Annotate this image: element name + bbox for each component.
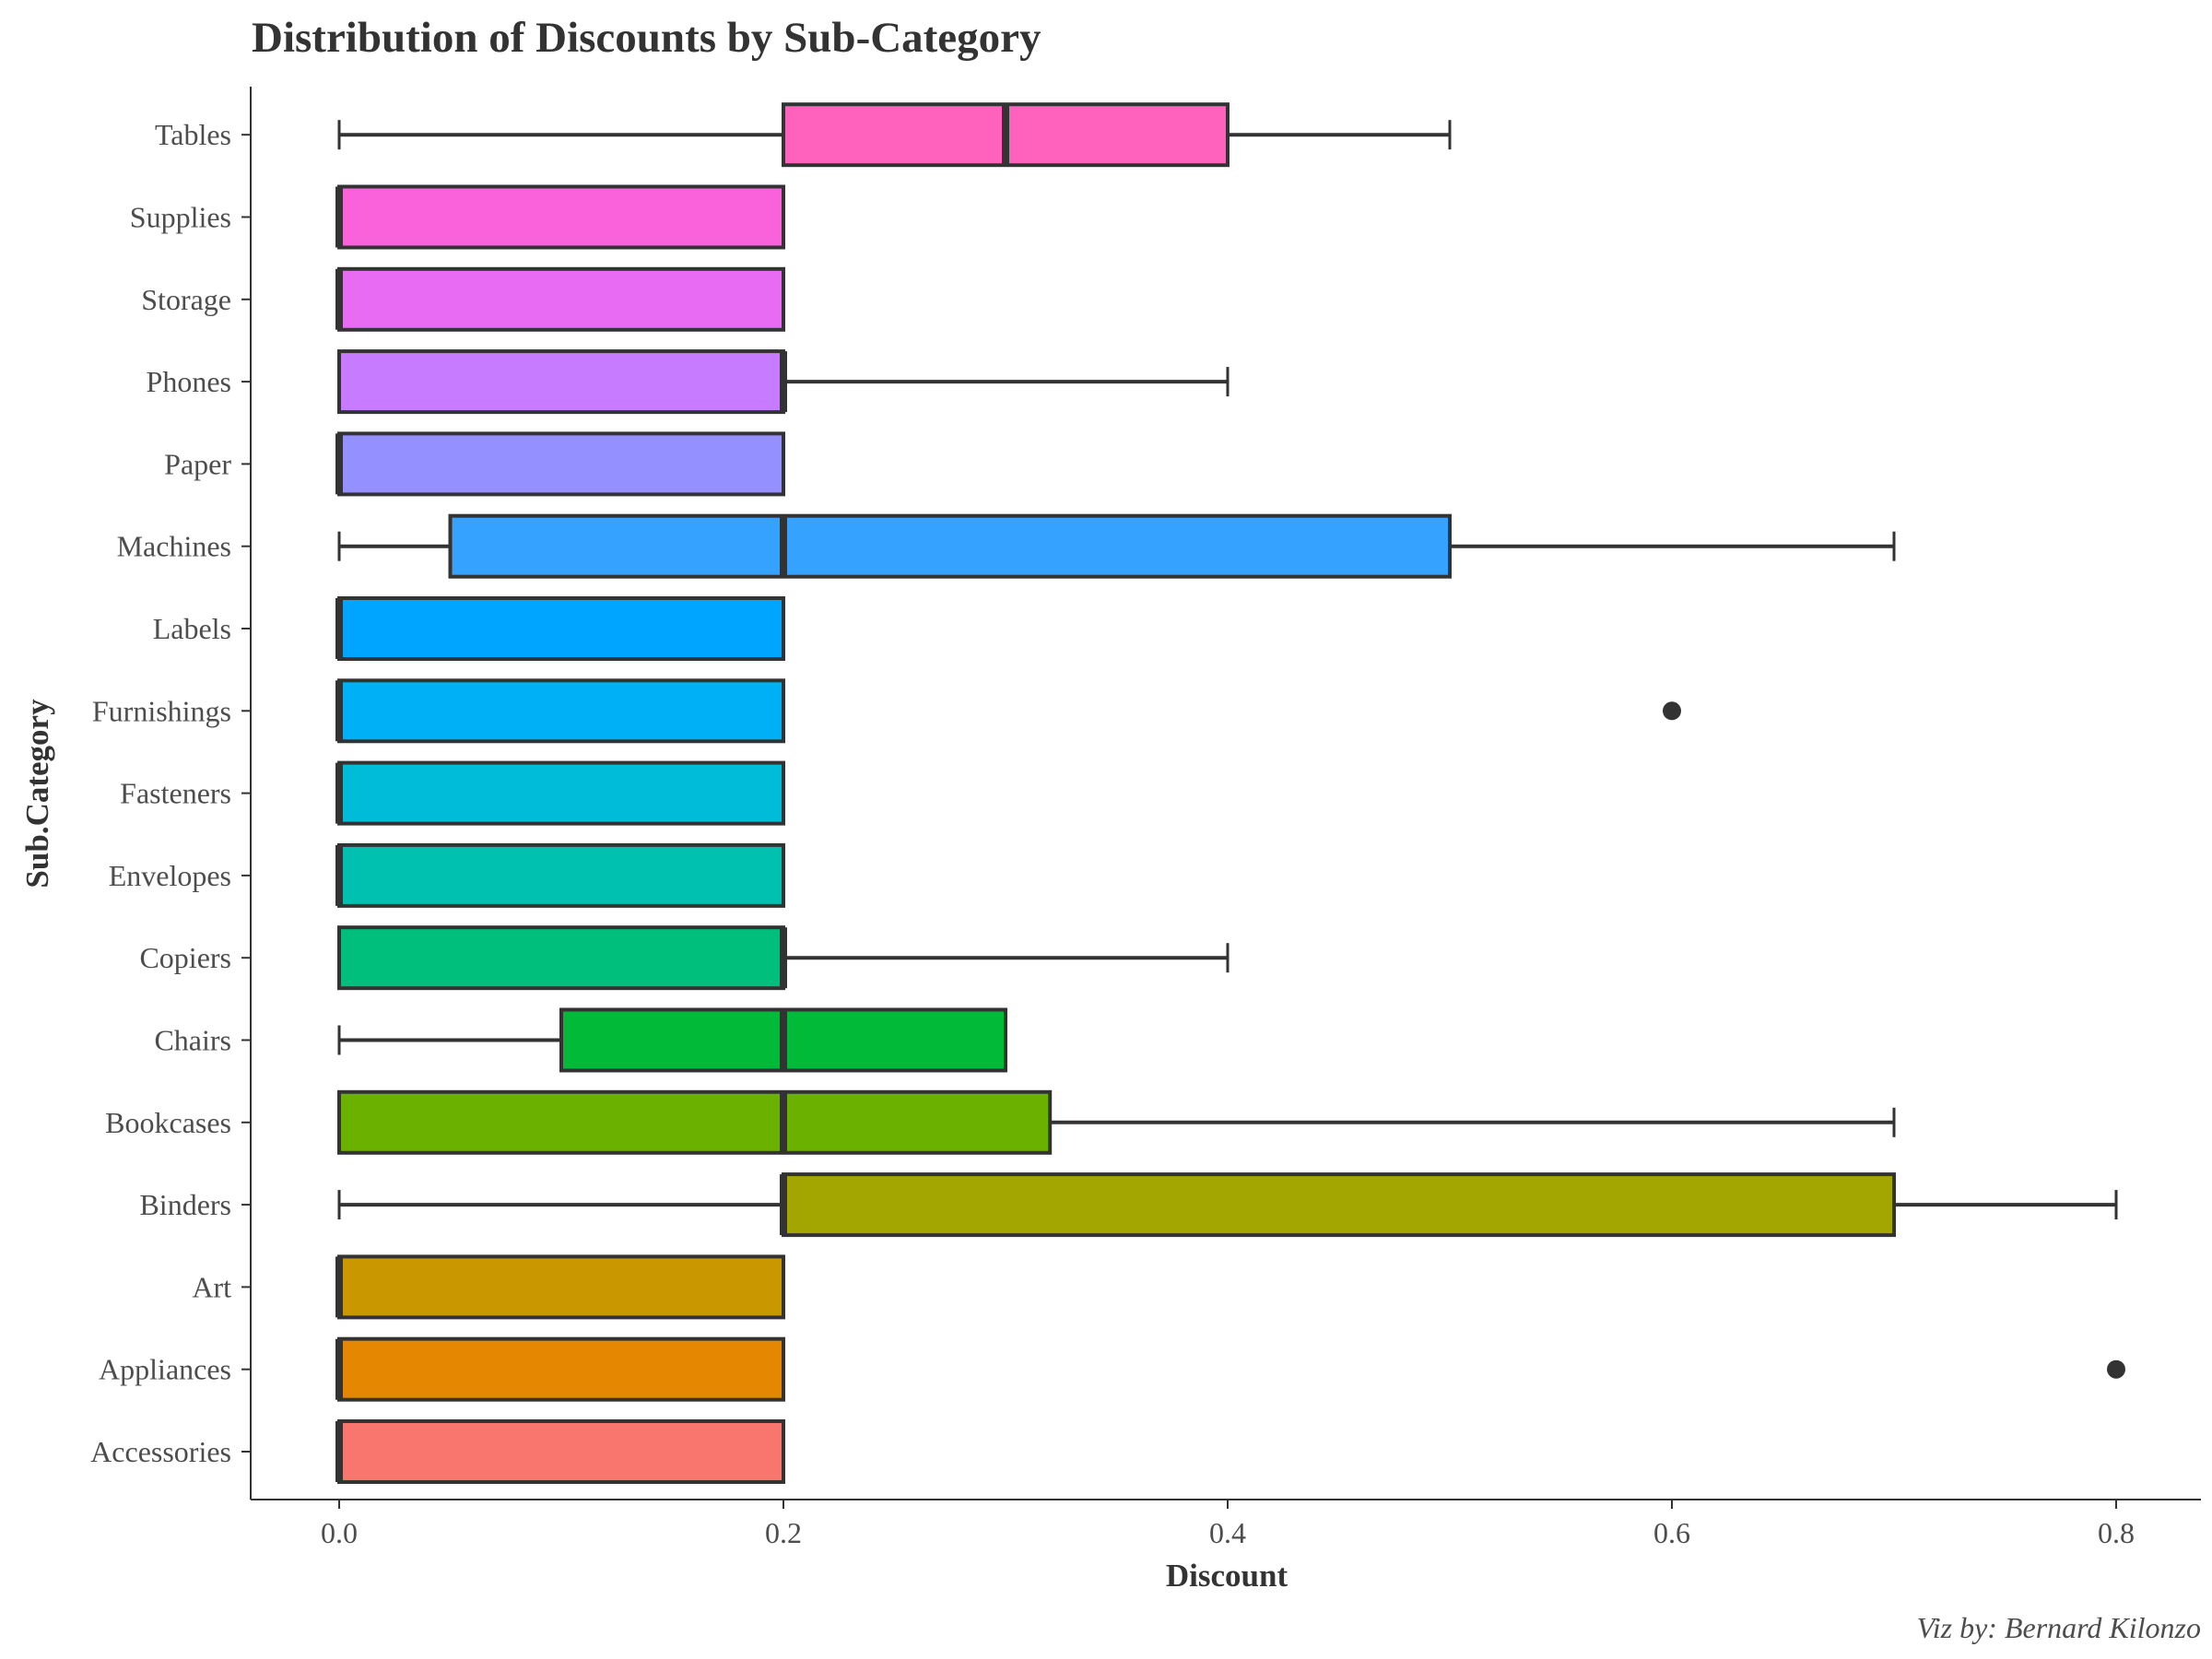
y-tick-label-machines: Machines [117, 530, 231, 563]
box-group-storage [335, 266, 785, 332]
box-furnishings [337, 678, 785, 744]
y-tick-label-phones: Phones [147, 365, 231, 398]
outlier-appliances-0 [2107, 1359, 2125, 1379]
y-axis-title: Sub.Category [19, 699, 55, 888]
box-appliances [337, 1336, 785, 1402]
box-group-machines [337, 513, 1896, 579]
box-phones [337, 349, 785, 415]
box-group-tables [337, 102, 1452, 168]
box-fasteners [337, 760, 785, 826]
box-group-labels [335, 596, 785, 661]
box-group-binders [337, 1172, 2118, 1238]
boxes-layer [335, 102, 2125, 1484]
box-accessories [337, 1419, 785, 1484]
box-group-phones [337, 349, 1230, 415]
x-tick-label-0: 0.0 [321, 1516, 358, 1549]
box-supplies [337, 184, 785, 250]
box-group-supplies [335, 184, 785, 250]
box-group-chairs [337, 1007, 1007, 1073]
box-group-bookcases [337, 1089, 1896, 1155]
box-art [337, 1254, 785, 1320]
y-tick-label-bookcases: Bookcases [105, 1106, 231, 1139]
y-tick-label-chairs: Chairs [154, 1024, 231, 1057]
box-group-envelopes [335, 842, 785, 908]
box-group-appliances [335, 1336, 2125, 1402]
x-tick-label-3: 0.6 [1653, 1516, 1690, 1549]
box-labels [337, 596, 785, 661]
x-tick-label-1: 0.2 [765, 1516, 802, 1549]
box-copiers [337, 925, 785, 991]
box-binders [782, 1172, 1896, 1238]
y-tick-label-supplies: Supplies [130, 201, 231, 234]
y-tick-label-accessories: Accessories [90, 1435, 231, 1468]
box-bookcases [337, 1089, 1053, 1155]
x-tick-layer: 0.0 0.2 0.4 0.6 0.8 [321, 1500, 2135, 1549]
y-tick-label-labels: Labels [153, 612, 231, 645]
outlier-furnishings-0 [1663, 701, 1681, 721]
box-machines [448, 513, 1452, 579]
box-storage [337, 266, 785, 332]
y-tick-label-copiers: Copiers [139, 941, 231, 974]
x-tick-label-2: 0.4 [1209, 1516, 1246, 1549]
y-tick-label-binders: Binders [139, 1188, 231, 1221]
y-tick-label-paper: Paper [164, 447, 231, 480]
box-group-art [335, 1254, 785, 1320]
box-group-accessories [335, 1419, 785, 1484]
x-tick-label-4: 0.8 [2098, 1516, 2135, 1549]
box-group-furnishings [335, 678, 1681, 744]
box-paper [337, 431, 785, 497]
y-tick-label-storage: Storage [141, 283, 231, 316]
x-axis-title: Discount [1166, 1558, 1288, 1594]
y-tick-label-fasteners: Fasteners [120, 777, 231, 810]
y-tick-layer: Accessories Appliances Art Binders Bookcases… [90, 118, 251, 1468]
y-tick-label-furnishings: Furnishings [92, 694, 231, 727]
caption: Viz by: Bernard Kilonzo [1917, 1611, 2201, 1644]
chart-title: Distribution of Discounts by Sub-Categor… [252, 14, 1041, 62]
box-envelopes [337, 842, 785, 908]
y-tick-label-art: Art [192, 1270, 231, 1303]
y-tick-label-appliances: Appliances [99, 1353, 231, 1386]
y-tick-label-envelopes: Envelopes [109, 859, 231, 892]
box-group-paper [335, 431, 785, 497]
box-group-copiers [337, 925, 1230, 991]
box-group-fasteners [335, 760, 785, 826]
y-tick-label-tables: Tables [155, 118, 231, 151]
